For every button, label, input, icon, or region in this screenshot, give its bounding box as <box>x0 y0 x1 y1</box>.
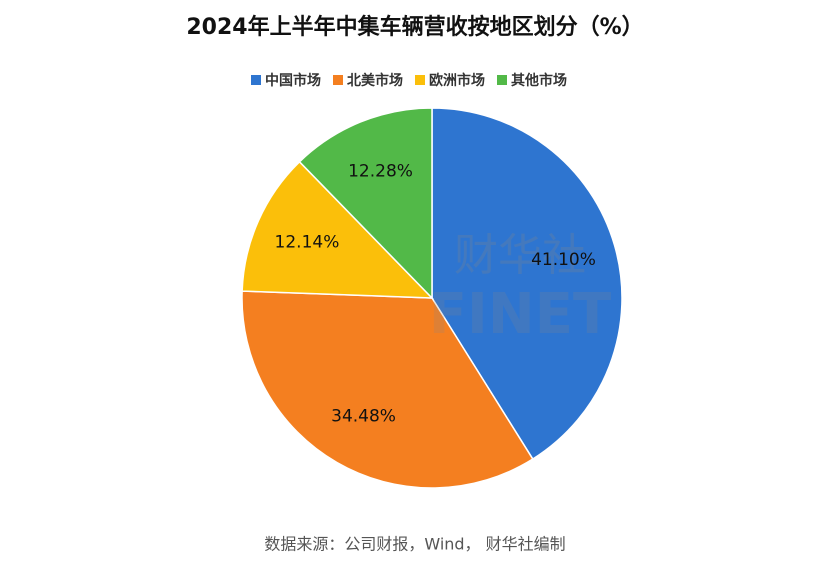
legend-label: 其他市场 <box>511 72 567 89</box>
data-label: 41.10% <box>531 250 596 270</box>
pie-slice <box>431 107 623 461</box>
legend-swatch <box>251 75 261 85</box>
pie-slice <box>241 290 534 489</box>
watermark: 财华社 <box>454 230 586 281</box>
chart-title: 2024年上半年中集车辆营收按地区划分（%） <box>186 14 643 40</box>
legend-swatch <box>333 75 343 85</box>
watermark: FINET <box>429 282 611 347</box>
data-label: 12.14% <box>275 232 340 252</box>
source: 数据来源：公司财报，Wind， 财华社编制 <box>264 535 565 554</box>
data-label: 34.48% <box>331 406 396 426</box>
pie-slice <box>241 160 434 299</box>
legend-label: 中国市场 <box>265 72 321 89</box>
legend-swatch <box>415 75 425 85</box>
legend-label: 北美市场 <box>347 72 403 89</box>
pie <box>241 107 623 489</box>
data-label: 12.28% <box>348 161 413 181</box>
legend-label: 欧洲市场 <box>429 72 485 89</box>
pie-slice <box>298 107 433 300</box>
legend-swatch <box>497 75 507 85</box>
